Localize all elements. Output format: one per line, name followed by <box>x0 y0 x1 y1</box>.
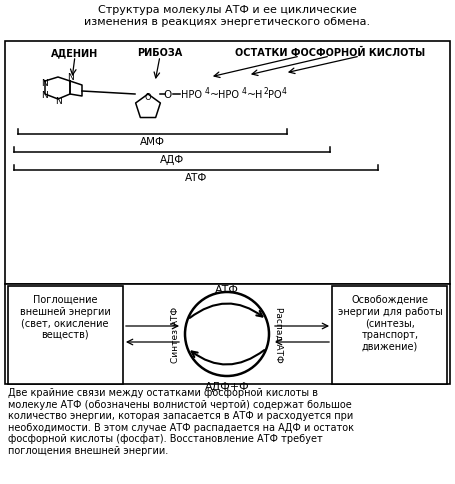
Text: 4: 4 <box>205 87 210 96</box>
Text: Распад АТФ: Распад АТФ <box>274 306 283 362</box>
Text: 2: 2 <box>263 87 268 96</box>
Text: O: O <box>164 90 172 100</box>
Bar <box>5 285 450 384</box>
Text: N: N <box>68 74 74 82</box>
Bar <box>5 42 450 285</box>
Text: Структура молекулы АТФ и ее циклические
изменения в реакциях энергетического обм: Структура молекулы АТФ и ее циклические … <box>84 5 370 27</box>
Text: АДЕНИН: АДЕНИН <box>51 48 99 58</box>
Bar <box>332 287 447 384</box>
Text: O: O <box>145 93 152 102</box>
Text: АДФ+Ф: АДФ+Ф <box>205 381 249 391</box>
Text: Синтез АТФ: Синтез АТФ <box>171 306 180 363</box>
Text: ~: ~ <box>247 90 256 100</box>
Text: Поглощение
внешней энергии
(свет, окисление
веществ): Поглощение внешней энергии (свет, окисле… <box>20 294 111 339</box>
Text: АТФ: АТФ <box>185 173 207 182</box>
Text: 4: 4 <box>242 87 247 96</box>
Text: N: N <box>40 91 47 100</box>
Text: 4: 4 <box>282 87 287 96</box>
Text: HPO: HPO <box>218 90 239 100</box>
Text: N: N <box>56 96 62 106</box>
Text: H: H <box>255 90 263 100</box>
Text: АТФ: АТФ <box>215 285 239 294</box>
Text: АМФ: АМФ <box>140 136 165 147</box>
Text: N: N <box>40 78 47 87</box>
Text: Две крайние связи между остатками фосфорной кислоты в
молекуле АТФ (обозначены в: Две крайние связи между остатками фосфор… <box>8 387 354 455</box>
Text: ОСТАТКИ ФОСФОРНОЙ КИСЛОТЫ: ОСТАТКИ ФОСФОРНОЙ КИСЛОТЫ <box>235 48 425 58</box>
Bar <box>8 287 123 384</box>
Text: АДФ: АДФ <box>160 155 184 165</box>
Text: HPO: HPO <box>181 90 202 100</box>
Text: Освобождение
энергии для работы
(синтезы,
транспорт,
движение): Освобождение энергии для работы (синтезы… <box>338 294 442 351</box>
Text: PO: PO <box>268 90 282 100</box>
Text: ~: ~ <box>210 90 219 100</box>
Text: РИБОЗА: РИБОЗА <box>137 48 182 58</box>
